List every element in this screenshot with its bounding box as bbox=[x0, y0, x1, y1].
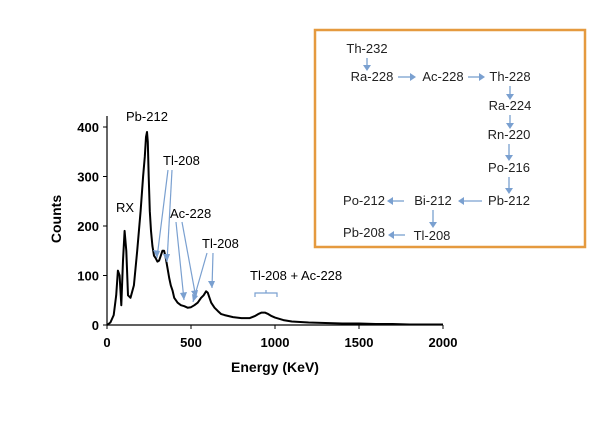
arrowhead-tl208-a1 bbox=[153, 250, 160, 258]
y-tick-label: 100 bbox=[77, 269, 99, 284]
x-axis-label: Energy (KeV) bbox=[231, 359, 319, 375]
arrow-tl208-a1 bbox=[156, 169, 169, 259]
x-tick-label: 1000 bbox=[261, 335, 290, 350]
x-tick-label: 1500 bbox=[345, 335, 374, 350]
node-th232: Th-232 bbox=[346, 41, 387, 56]
annotation-tl208-ac228: Tl-208 + Ac-228 bbox=[250, 268, 342, 283]
y-tick-label: 0 bbox=[92, 318, 99, 333]
arrowhead-bi212-tl208 bbox=[429, 222, 437, 228]
y-tick-label: 300 bbox=[77, 170, 99, 185]
y-axis-ticks: 0 100 200 300 400 bbox=[77, 120, 107, 333]
arrowhead-bi212-po212 bbox=[387, 197, 393, 205]
arrowhead-tl208-b2 bbox=[208, 281, 215, 288]
arrowhead-ac228-1 bbox=[180, 292, 187, 300]
y-tick-label: 400 bbox=[77, 120, 99, 135]
node-po216: Po-216 bbox=[488, 160, 530, 175]
annotation-ac228: Ac-228 bbox=[170, 206, 211, 221]
node-tl208: Tl-208 bbox=[414, 228, 451, 243]
decay-chain-border bbox=[313, 28, 587, 249]
arrowhead-po216-pb212 bbox=[505, 188, 513, 194]
decay-arrowheads bbox=[363, 65, 514, 239]
arrowhead-ra224-rn220 bbox=[506, 123, 514, 129]
node-po212: Po-212 bbox=[343, 193, 385, 208]
node-ac228: Ac-228 bbox=[422, 69, 463, 84]
annotation-tl208-b: Tl-208 bbox=[202, 236, 239, 251]
bracket-tl208-ac228 bbox=[254, 290, 278, 297]
node-bi212: Bi-212 bbox=[414, 193, 452, 208]
arrowhead-tl208-b1 bbox=[192, 294, 198, 302]
annotation-pb212: Pb-212 bbox=[126, 109, 168, 124]
x-tick-label: 0 bbox=[103, 335, 110, 350]
decay-chain-panel: Th-232 Ra-228 Ac-228 Th-228 Ra-224 Rn-22… bbox=[313, 28, 587, 249]
y-tick-label: 200 bbox=[77, 219, 99, 234]
arrowhead-th228-ra224 bbox=[506, 94, 514, 100]
arrowhead-tl208-pb208 bbox=[388, 231, 394, 239]
arrowhead-tl208-a2 bbox=[163, 254, 170, 262]
arrow-ac228-2 bbox=[181, 221, 197, 299]
arrow-tl208-a2 bbox=[166, 169, 173, 263]
arrowhead-pb212-bi212 bbox=[458, 197, 464, 205]
node-pb208: Pb-208 bbox=[343, 225, 385, 240]
gamma-spectrum-chart: 0 100 200 300 400 0 500 1000 1500 2000 Counts En… bbox=[48, 109, 457, 375]
arrow-ac228-1 bbox=[175, 221, 185, 301]
y-axis-label: Counts bbox=[48, 195, 64, 243]
annotation-rx: RX bbox=[116, 200, 134, 215]
x-tick-label: 2000 bbox=[429, 335, 458, 350]
node-ra224: Ra-224 bbox=[489, 98, 532, 113]
node-pb212: Pb-212 bbox=[488, 193, 530, 208]
x-axis-ticks: 0 500 1000 1500 2000 bbox=[103, 325, 457, 350]
arrowhead-ra228-ac228 bbox=[410, 73, 416, 81]
arrowhead-ac228-th228 bbox=[479, 73, 485, 81]
node-ra228: Ra-228 bbox=[351, 69, 394, 84]
annotation-arrowheads bbox=[153, 250, 215, 302]
spectrum-line bbox=[106, 131, 443, 326]
node-rn220: Rn-220 bbox=[488, 127, 531, 142]
x-tick-label: 500 bbox=[180, 335, 202, 350]
arrowhead-th232-ra228 bbox=[363, 65, 371, 71]
arrowhead-rn220-po216 bbox=[505, 155, 513, 161]
annotation-tl208-a: Tl-208 bbox=[163, 153, 200, 168]
node-th228: Th-228 bbox=[489, 69, 530, 84]
